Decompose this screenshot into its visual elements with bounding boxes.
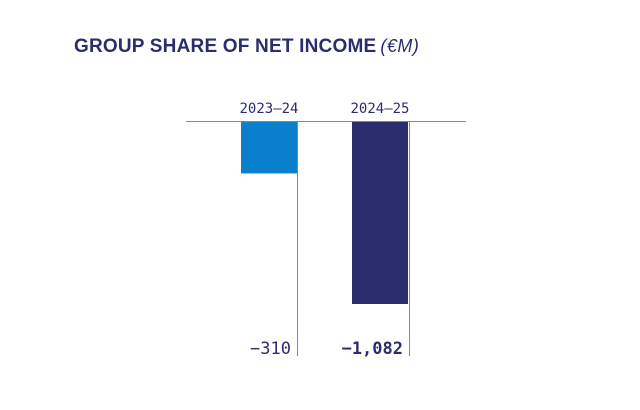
category-label-2: 2024–25 xyxy=(350,101,409,117)
value-label-2: −1,082 xyxy=(342,339,403,359)
chart-title-unit: (€M) xyxy=(380,36,420,56)
value-label-1: −310 xyxy=(250,339,291,359)
chart-title-text: GROUP SHARE OF NET INCOME xyxy=(74,36,377,57)
chart-title: GROUP SHARE OF NET INCOME (€M) xyxy=(74,36,419,58)
category-label-1: 2023–24 xyxy=(239,101,298,117)
bar-1 xyxy=(241,121,297,174)
bar-2 xyxy=(352,121,408,304)
